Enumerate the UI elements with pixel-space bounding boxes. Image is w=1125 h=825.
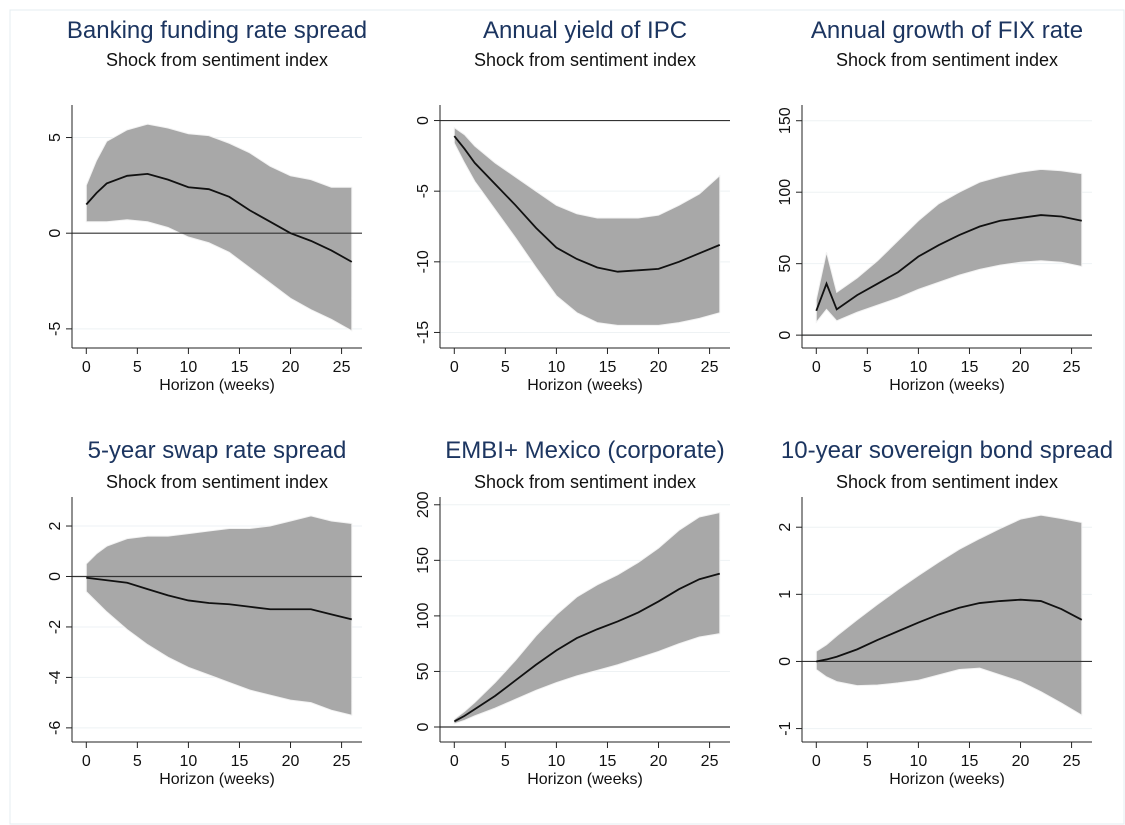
x-tick-label: 20 <box>282 753 300 770</box>
y-tick-label: 0 <box>415 722 432 731</box>
panel: EMBI+ Mexico (corporate) Shock from senti… <box>415 437 730 788</box>
response-line <box>816 598 1083 663</box>
y-tick-label: 0 <box>415 116 432 125</box>
y-tick-label: 50 <box>777 255 794 273</box>
y-tick-label: -4 <box>47 670 64 684</box>
x-tick-label: 20 <box>282 359 300 376</box>
x-tick-label: 5 <box>501 359 510 376</box>
x-tick-label: 10 <box>180 753 198 770</box>
y-tick-label: 200 <box>415 491 432 518</box>
x-tick-label: 5 <box>133 753 142 770</box>
panel-title: Banking funding rate spread <box>67 17 367 44</box>
x-tick-label: 25 <box>333 359 351 376</box>
x-tick-label: 0 <box>82 753 91 770</box>
panel: Annual growth of FIX rate Shock from sent… <box>777 17 1092 394</box>
y-tick-label: 0 <box>47 229 64 238</box>
x-axis-title: Horizon (weeks) <box>889 771 1005 788</box>
y-tick-label: -6 <box>47 721 64 735</box>
x-tick-label: 0 <box>812 359 821 376</box>
y-tick-label: 100 <box>777 179 794 206</box>
y-tick-label: 50 <box>415 662 432 680</box>
x-tick-label: 10 <box>548 359 566 376</box>
x-tick-label: 20 <box>650 753 668 770</box>
x-tick-label: 0 <box>82 359 91 376</box>
y-tick-label: -5 <box>415 184 432 198</box>
x-tick-label: 25 <box>1063 753 1081 770</box>
response-line <box>453 572 721 723</box>
confidence-band <box>453 511 721 725</box>
y-tick-label: -5 <box>47 322 64 336</box>
response-line <box>815 214 1082 312</box>
panel-subtitle: Shock from sentiment index <box>474 472 696 492</box>
x-tick-label: 15 <box>961 359 979 376</box>
panel-subtitle: Shock from sentiment index <box>836 472 1058 492</box>
x-tick-label: 10 <box>910 753 928 770</box>
y-tick-label: 150 <box>777 107 794 134</box>
y-tick-label: -10 <box>415 250 432 273</box>
x-tick-label: 15 <box>599 753 617 770</box>
confidence-band <box>453 126 721 326</box>
panel-subtitle: Shock from sentiment index <box>474 50 696 70</box>
y-tick-label: 5 <box>47 133 64 142</box>
panel-title: Annual yield of IPC <box>483 17 687 44</box>
panel: Annual yield of IPC Shock from sentiment … <box>415 17 730 394</box>
x-tick-label: 15 <box>961 753 979 770</box>
x-tick-label: 20 <box>1012 359 1030 376</box>
panel: 10-year sovereign bond spread Shock from … <box>777 437 1113 788</box>
panel-subtitle: Shock from sentiment index <box>106 50 328 70</box>
confidence-band <box>85 515 353 716</box>
x-axis-title: Horizon (weeks) <box>527 377 643 394</box>
x-tick-label: 25 <box>701 359 719 376</box>
x-tick-label: 0 <box>450 753 459 770</box>
x-tick-label: 15 <box>231 753 249 770</box>
x-tick-label: 10 <box>910 359 928 376</box>
response-line <box>86 576 353 621</box>
confidence-band <box>815 514 1083 717</box>
y-tick-label: 0 <box>47 572 64 581</box>
panel-subtitle: Shock from sentiment index <box>106 472 328 492</box>
y-tick-label: -2 <box>47 620 64 634</box>
y-tick-label: 1 <box>777 590 794 599</box>
x-tick-label: 20 <box>1012 753 1030 770</box>
x-axis-title: Horizon (weeks) <box>159 771 275 788</box>
confidence-band <box>815 168 1083 324</box>
x-tick-label: 25 <box>333 753 351 770</box>
x-tick-label: 5 <box>863 753 872 770</box>
panel: Banking funding rate spread Shock from se… <box>47 17 367 394</box>
y-tick-label: 150 <box>415 547 432 574</box>
y-tick-label: 2 <box>47 521 64 530</box>
x-tick-label: 10 <box>548 753 566 770</box>
x-tick-label: 25 <box>701 753 719 770</box>
x-tick-label: 0 <box>450 359 459 376</box>
x-axis-title: Horizon (weeks) <box>889 377 1005 394</box>
y-tick-label: -15 <box>415 321 432 344</box>
panel-title: 10-year sovereign bond spread <box>781 437 1113 464</box>
panel-title: Annual growth of FIX rate <box>811 17 1083 44</box>
x-tick-label: 20 <box>650 359 668 376</box>
response-line <box>85 172 353 263</box>
x-tick-label: 15 <box>231 359 249 376</box>
y-tick-label: 2 <box>777 523 794 532</box>
x-tick-label: 5 <box>863 359 872 376</box>
x-axis-title: Horizon (weeks) <box>527 771 643 788</box>
response-line <box>453 135 721 273</box>
x-tick-label: 25 <box>1063 359 1081 376</box>
x-tick-label: 10 <box>180 359 198 376</box>
x-axis-title: Horizon (weeks) <box>159 377 275 394</box>
x-tick-label: 15 <box>599 359 617 376</box>
x-tick-label: 5 <box>501 753 510 770</box>
x-tick-label: 0 <box>812 753 821 770</box>
panel-title: EMBI+ Mexico (corporate) <box>445 437 724 464</box>
y-tick-label: 0 <box>777 657 794 666</box>
y-tick-label: -1 <box>777 721 794 735</box>
panel: 5-year swap rate spread Shock from sentim… <box>47 437 362 788</box>
y-tick-label: 0 <box>777 331 794 340</box>
x-tick-label: 5 <box>133 359 142 376</box>
y-tick-label: 100 <box>415 602 432 629</box>
panel-subtitle: Shock from sentiment index <box>836 50 1058 70</box>
panel-title: 5-year swap rate spread <box>88 437 347 464</box>
